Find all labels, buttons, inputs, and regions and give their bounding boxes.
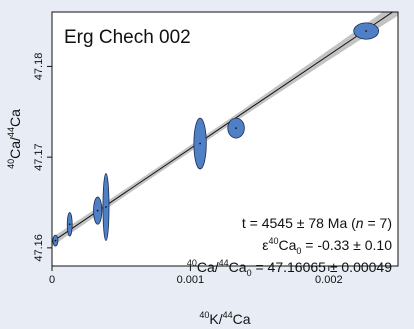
data-point-center-3: [96, 209, 99, 212]
stats-age: t = 4545 ± 78 Ma (n = 7): [242, 215, 392, 231]
data-point-center-2: [68, 223, 71, 226]
y-tick-label-2: 47.18: [33, 53, 45, 81]
data-point-center-1: [54, 239, 57, 242]
confidence-band-layer: [52, 12, 398, 247]
axis-ticks: 0 0.001 0.002 47.16 47.17 47.18: [33, 53, 343, 286]
y-tick-label-1: 47.17: [33, 143, 45, 171]
x-tick-label-1: 0.001: [177, 274, 205, 286]
y-axis-title: 40Ca/44Ca: [6, 109, 23, 169]
confidence-band: [52, 12, 398, 247]
data-point-center-4: [105, 206, 107, 208]
plot-frame: [51, 11, 399, 267]
plot-area: [52, 12, 398, 266]
y-tick-label-0: 47.16: [33, 234, 45, 262]
data-ellipses-layer: [52, 22, 380, 247]
x-tick-label-0: 0: [49, 274, 55, 286]
stats-block: t = 4545 ± 78 Ma (n = 7) ε40Ca0 = -0.33 …: [187, 215, 392, 278]
stats-epsilon: ε40Ca0 = -0.33 ± 0.10: [262, 236, 392, 256]
data-point-center-7: [365, 30, 368, 32]
plot-title: Erg Chech 002: [64, 27, 191, 48]
data-point-center-6: [235, 127, 237, 130]
x-axis-title: 40K/44Ca: [199, 310, 250, 327]
x-tick-label-2: 0.002: [315, 274, 343, 286]
data-point-center-5: [199, 142, 201, 145]
stats-initial-ratio: 40Ca/44Ca0 = 47.16065 ± 0.00049: [187, 258, 392, 278]
